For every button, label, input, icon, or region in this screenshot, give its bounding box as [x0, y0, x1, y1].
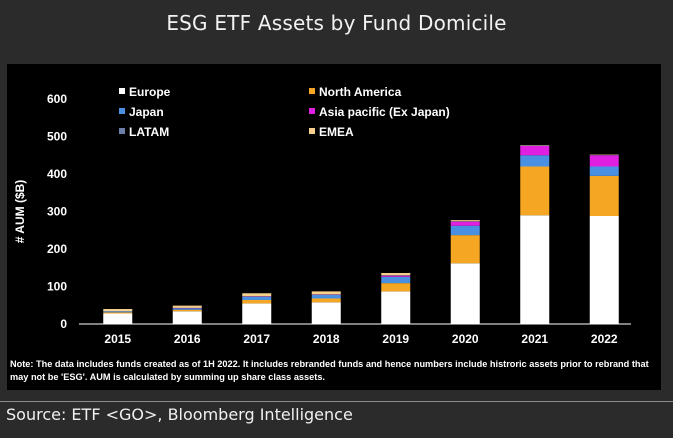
legend-label: Japan	[129, 105, 164, 119]
bar-segment	[589, 216, 619, 324]
y-tick-label: 0	[60, 317, 67, 331]
bar-segment	[242, 293, 272, 297]
legend-swatch	[119, 108, 125, 114]
legend: Europe North America Japan Asia pacific (Ex…	[119, 85, 450, 139]
y-axis-label-group: # AUM ($B)	[13, 180, 27, 244]
divider	[0, 401, 673, 402]
bar-segment	[242, 296, 272, 300]
y-axis-label: # AUM ($B)	[13, 180, 27, 244]
bar-segment	[311, 291, 341, 295]
x-tick-label: 2018	[313, 332, 340, 346]
bar-segment	[103, 313, 133, 324]
bar-segment	[311, 294, 341, 299]
bar-segment	[242, 300, 272, 304]
bar-segment	[172, 308, 202, 310]
legend-swatch	[119, 128, 125, 134]
bar-segment	[450, 225, 480, 236]
x-tick-label: 2015	[104, 332, 131, 346]
header-bar: ESG ETF Assets by Fund Domicile	[0, 0, 673, 46]
bar-segment	[589, 175, 619, 216]
x-tick-label: 2017	[243, 332, 270, 346]
bar-segment	[520, 155, 550, 167]
bar-segment	[172, 309, 202, 312]
bar-segment	[103, 311, 133, 313]
bars-group	[103, 145, 619, 324]
bar-segment	[381, 291, 411, 324]
legend-label: Asia pacific (Ex Japan)	[319, 105, 450, 119]
x-tick-label: 2021	[521, 332, 548, 346]
bar-segment	[172, 311, 202, 324]
bar-segment	[103, 312, 133, 314]
bar-segment	[450, 220, 480, 222]
x-tick-label: 2022	[591, 332, 618, 346]
y-tick-label: 300	[47, 205, 67, 219]
y-tick-label: 500	[47, 130, 67, 144]
legend-swatch	[309, 88, 315, 94]
bar-segment	[520, 145, 550, 156]
y-tick-label: 200	[47, 242, 67, 256]
y-tick-label: 600	[47, 92, 67, 106]
x-tick-label: 2019	[382, 332, 409, 346]
legend-label: LATAM	[129, 125, 169, 139]
legend-label: EMEA	[319, 125, 354, 139]
y-ticks-group: 0 100 200 300 400 500 600	[47, 92, 67, 331]
legend-label: Europe	[129, 85, 171, 99]
source-line: Source: ETF <GO>, Bloomberg Intelligence	[6, 405, 353, 424]
legend-label: North America	[319, 85, 402, 99]
bar-segment	[172, 305, 202, 308]
y-tick-label: 400	[47, 167, 67, 181]
y-tick-label: 100	[47, 280, 67, 294]
page-title: ESG ETF Assets by Fund Domicile	[166, 11, 507, 35]
bar-segment	[242, 303, 272, 324]
x-ticks-group: 2015 2016 2017 2018 2019 2020 2021 2022	[104, 332, 618, 346]
bar-segment	[589, 166, 619, 176]
bar-segment	[381, 276, 411, 284]
x-tick-label: 2016	[174, 332, 201, 346]
bar-segment	[520, 215, 550, 324]
bar-segment	[450, 263, 480, 324]
bar-segment	[381, 283, 411, 292]
bar-segment	[311, 302, 341, 324]
chart-panel: # AUM ($B) 0 100 200 300 400 500 600 2015 2016 2…	[7, 64, 661, 390]
bar-segment	[450, 221, 480, 226]
bar-segment	[381, 273, 411, 276]
x-tick-label: 2020	[452, 332, 479, 346]
bar-segment	[450, 235, 480, 264]
bar-segment	[103, 309, 133, 312]
chart-note: Note: The data includes funds created as…	[10, 359, 649, 382]
legend-swatch	[309, 128, 315, 134]
bar-segment	[311, 298, 341, 303]
legend-swatch	[119, 88, 125, 94]
bar-segment	[520, 166, 550, 216]
legend-swatch	[309, 108, 315, 114]
bar-segment	[381, 275, 411, 277]
bar-segment	[589, 155, 619, 167]
